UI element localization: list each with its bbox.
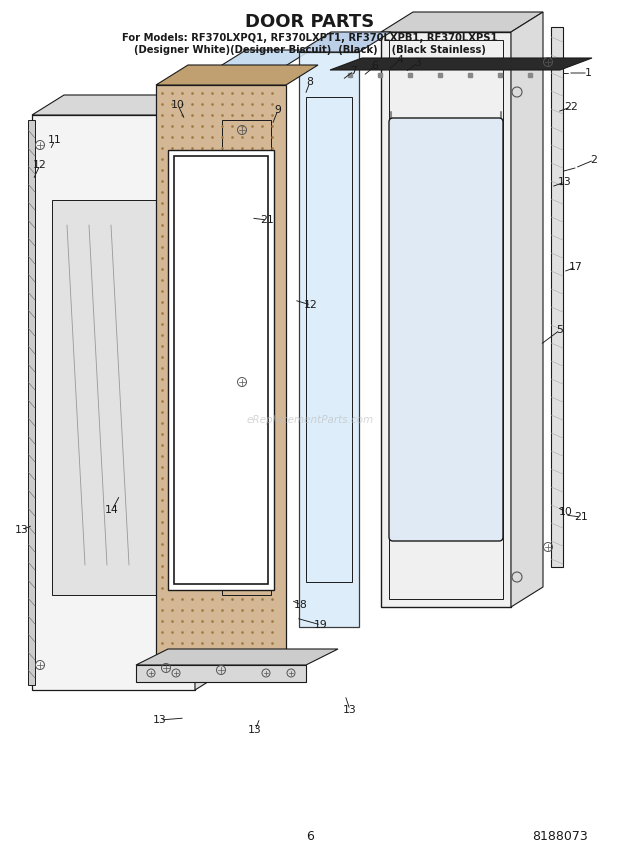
Text: 17: 17 xyxy=(569,262,583,272)
Polygon shape xyxy=(156,65,318,85)
Text: 4: 4 xyxy=(397,55,404,65)
Text: DOOR PARTS: DOOR PARTS xyxy=(246,13,374,31)
Text: 12: 12 xyxy=(33,160,47,170)
Text: 6: 6 xyxy=(371,61,378,71)
Text: For Models: RF370LXPQ1, RF370LXPT1, RF370LXPB1, RF370LXPS1: For Models: RF370LXPQ1, RF370LXPT1, RF37… xyxy=(122,33,498,43)
Text: 12: 12 xyxy=(304,300,318,310)
Text: 6: 6 xyxy=(306,829,314,842)
Text: 18: 18 xyxy=(294,600,308,610)
Text: 9: 9 xyxy=(275,105,281,115)
Text: 8188073: 8188073 xyxy=(532,829,588,842)
Text: eReplacementParts.com: eReplacementParts.com xyxy=(246,415,374,425)
Polygon shape xyxy=(551,27,563,567)
Polygon shape xyxy=(299,52,359,627)
Text: 11: 11 xyxy=(48,135,62,145)
Polygon shape xyxy=(235,100,249,665)
Text: 21: 21 xyxy=(260,215,274,225)
Polygon shape xyxy=(168,150,274,590)
Text: 13: 13 xyxy=(248,725,262,735)
Text: 10: 10 xyxy=(171,100,185,110)
Text: 3: 3 xyxy=(415,58,422,68)
FancyBboxPatch shape xyxy=(389,118,503,541)
Polygon shape xyxy=(381,12,543,32)
Polygon shape xyxy=(511,12,543,607)
Text: 13: 13 xyxy=(15,525,29,535)
Text: 21: 21 xyxy=(574,512,588,522)
Polygon shape xyxy=(214,50,311,70)
Text: 1: 1 xyxy=(585,68,591,78)
Polygon shape xyxy=(330,58,592,70)
Text: 2: 2 xyxy=(591,155,598,165)
Polygon shape xyxy=(136,665,306,682)
Polygon shape xyxy=(214,70,279,645)
Text: 5: 5 xyxy=(557,325,564,335)
Text: 10: 10 xyxy=(559,507,573,517)
Text: 14: 14 xyxy=(105,505,119,515)
Polygon shape xyxy=(195,95,227,690)
Polygon shape xyxy=(299,32,391,52)
Polygon shape xyxy=(32,115,195,690)
Text: 7: 7 xyxy=(350,66,358,76)
Text: 13: 13 xyxy=(153,715,167,725)
Text: 8: 8 xyxy=(306,77,314,87)
Polygon shape xyxy=(136,649,338,665)
Polygon shape xyxy=(156,85,286,660)
Text: 19: 19 xyxy=(314,620,328,630)
Text: 13: 13 xyxy=(558,177,572,187)
Polygon shape xyxy=(32,95,227,115)
Polygon shape xyxy=(381,32,511,607)
Text: 22: 22 xyxy=(564,102,578,112)
Polygon shape xyxy=(52,200,177,595)
Polygon shape xyxy=(28,120,35,685)
Text: 13: 13 xyxy=(343,705,357,715)
Text: (Designer White)(Designer Biscuit)  (Black)    (Black Stainless): (Designer White)(Designer Biscuit) (Blac… xyxy=(134,45,486,55)
